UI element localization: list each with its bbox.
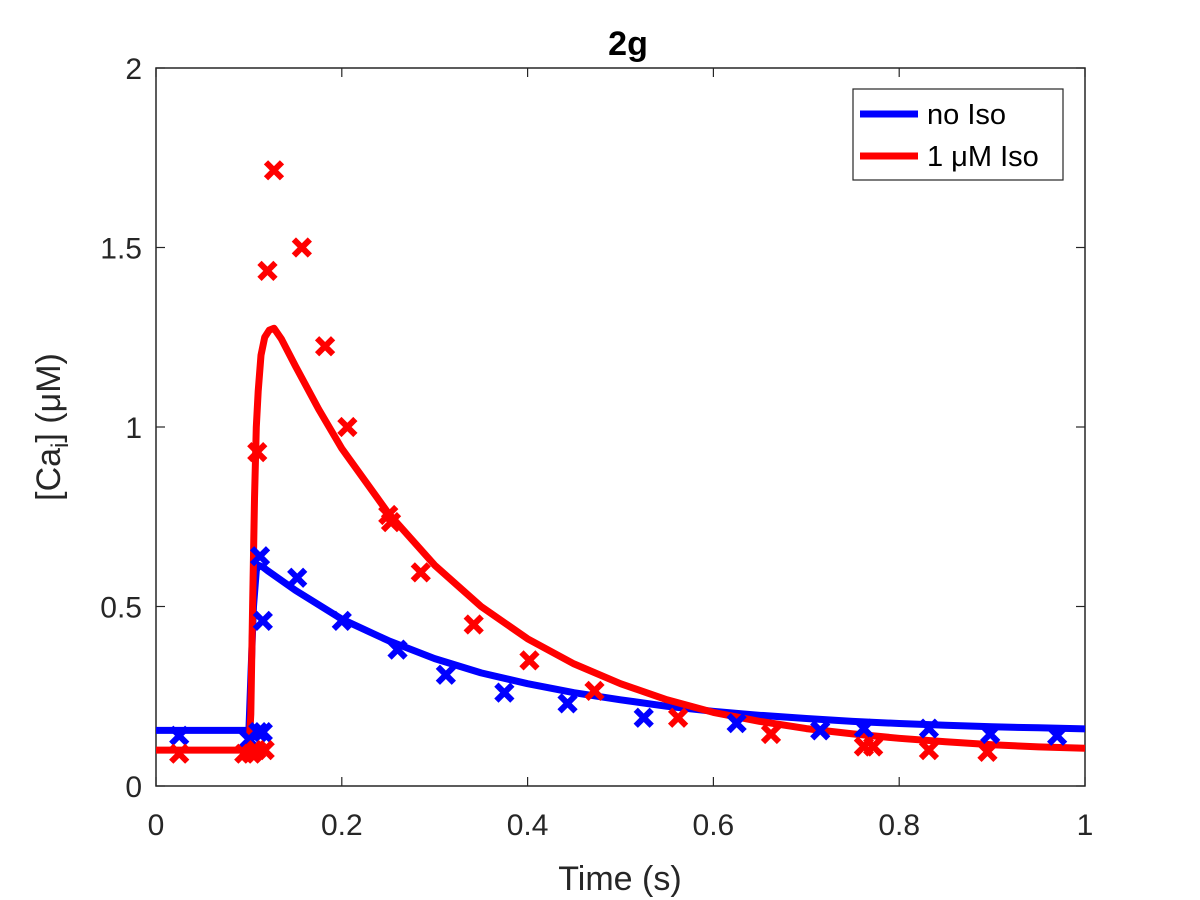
data-point-series-0 <box>853 718 875 739</box>
y-tick-label: 1.5 <box>100 233 142 266</box>
data-point-series-1 <box>169 743 190 764</box>
data-point-series-1 <box>257 260 278 281</box>
data-point-series-0 <box>726 713 747 734</box>
data-point-series-0 <box>557 693 578 714</box>
data-point-series-1 <box>918 739 940 761</box>
axes-box <box>155 67 1086 787</box>
data-point-series-0 <box>287 567 308 588</box>
data-point-series-0 <box>494 682 515 703</box>
data-point-series-1 <box>463 614 484 635</box>
legend-box <box>852 88 1064 181</box>
data-point-series-0 <box>810 720 831 741</box>
x-tick-label: 0.6 <box>693 809 735 842</box>
data-point-series-1 <box>667 707 689 728</box>
data-point-series-1 <box>760 723 782 745</box>
x-tick-label: 0.2 <box>321 809 363 842</box>
data-point-series-0 <box>1047 725 1068 746</box>
legend-label-iso: 1 μM Iso <box>927 141 1039 173</box>
data-point-series-1 <box>519 650 540 671</box>
x-tick-label: 0 <box>148 809 165 842</box>
data-point-series-1 <box>247 442 268 463</box>
x-tick-label: 0.4 <box>507 809 549 842</box>
data-point-series-0 <box>331 610 352 631</box>
legend-label-no-iso: no Iso <box>927 99 1006 131</box>
x-axis-label: Time (s) <box>558 860 681 898</box>
data-point-series-1 <box>584 680 605 701</box>
data-point-series-0 <box>387 639 408 660</box>
data-point-series-0 <box>435 664 456 685</box>
data-point-series-0 <box>980 723 1001 745</box>
data-point-series-1 <box>380 512 402 533</box>
x-tick-label: 0.8 <box>878 809 920 842</box>
y-tick-label: 0 <box>125 771 142 804</box>
y-tick-label: 2 <box>125 53 142 86</box>
data-point-series-1 <box>863 736 884 757</box>
x-tick-label: 1 <box>1077 809 1094 842</box>
data-point-series-1 <box>254 739 275 761</box>
data-point-series-0 <box>169 725 190 746</box>
data-point-series-1 <box>263 160 285 181</box>
y-tick-label: 1 <box>125 412 142 445</box>
chart-title: 2g <box>608 25 648 63</box>
data-point-series-0 <box>918 718 940 739</box>
y-axis-label: [Cai] (μM) <box>30 353 74 501</box>
data-point-series-0 <box>633 707 654 728</box>
data-point-series-0 <box>248 722 269 743</box>
y-tick-label: 0.5 <box>100 592 142 625</box>
data-point-series-1 <box>314 336 336 357</box>
data-point-series-0 <box>252 610 273 631</box>
data-point-series-1 <box>977 741 998 763</box>
data-point-series-1 <box>410 562 431 583</box>
data-point-series-0 <box>249 546 271 567</box>
data-point-series-1 <box>337 416 358 438</box>
data-point-series-1 <box>291 237 312 258</box>
data-point-series-0 <box>252 722 273 743</box>
legend: no Iso 1 μM Iso <box>852 88 1064 181</box>
plot-area <box>155 67 1086 787</box>
